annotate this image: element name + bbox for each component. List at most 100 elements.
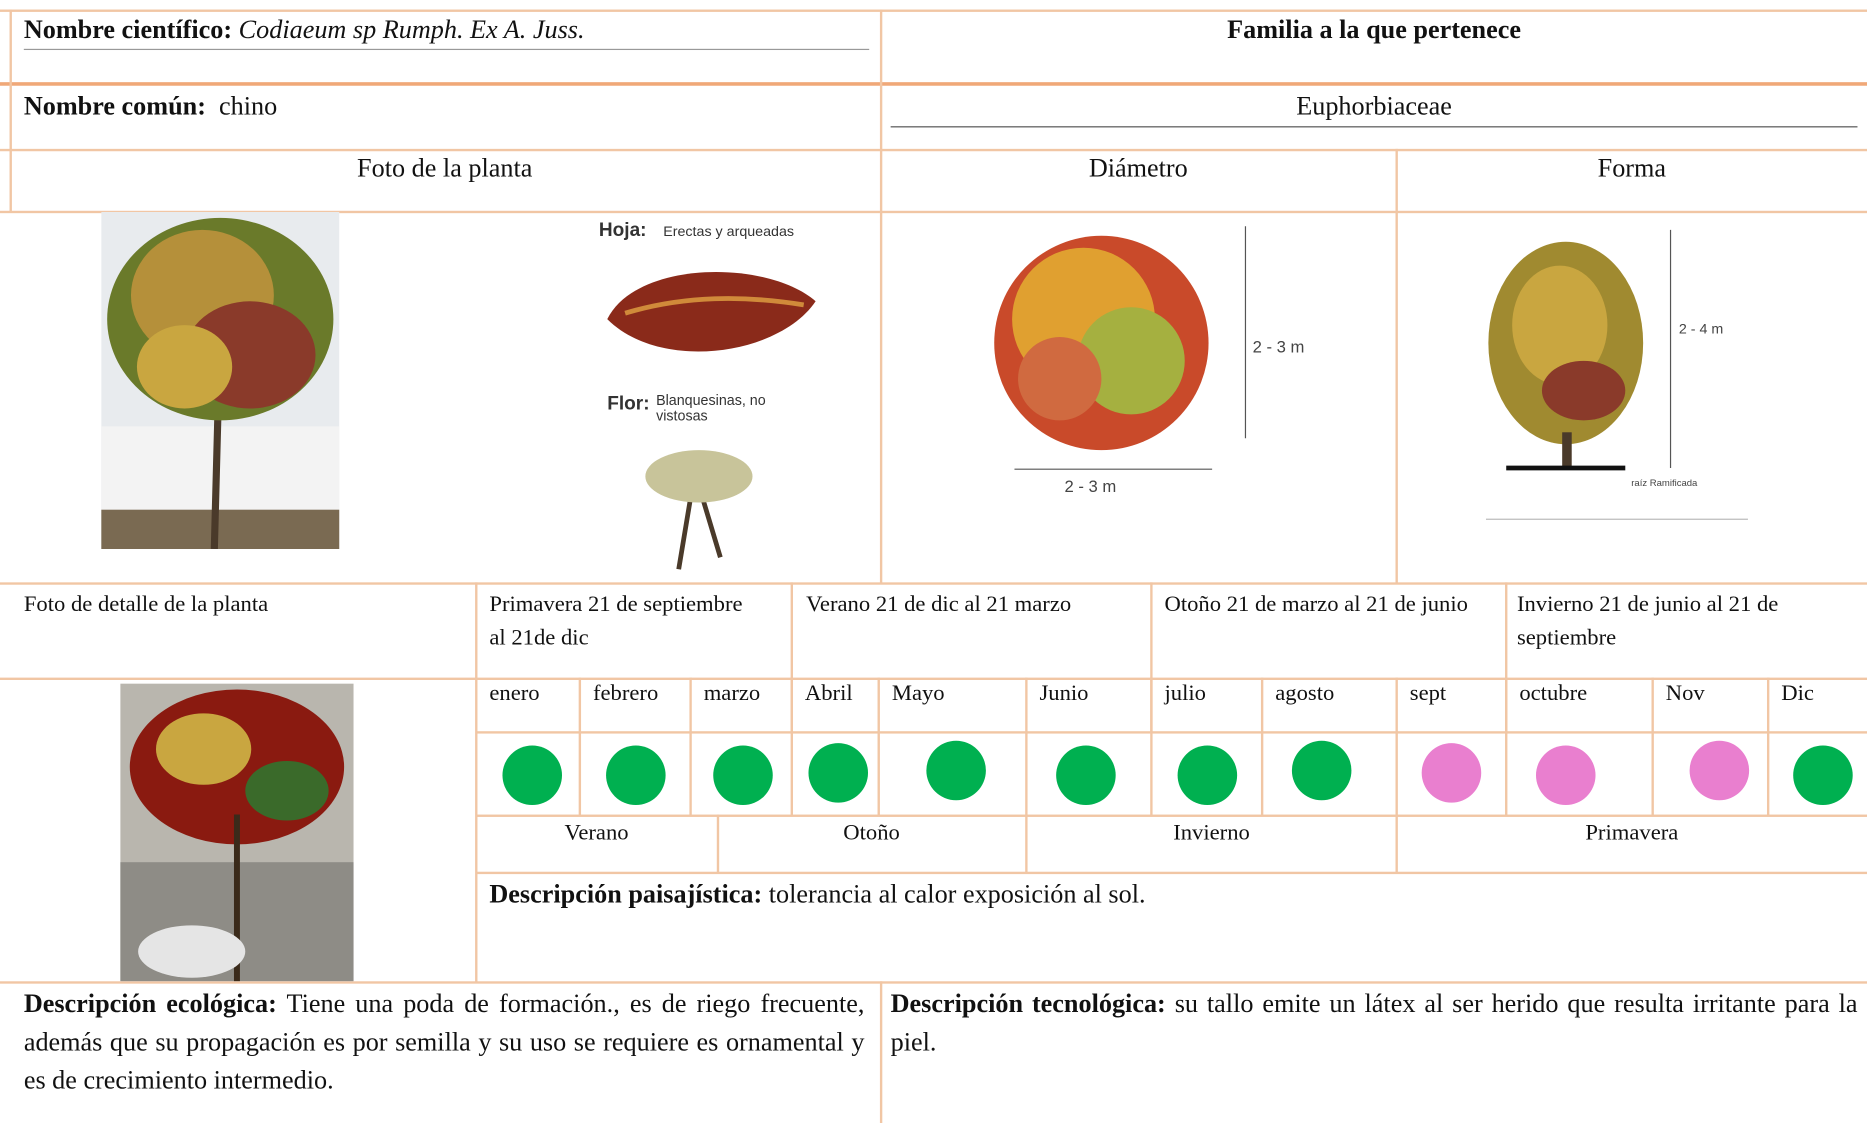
status-dot [1535, 745, 1596, 806]
value: Codiaeum sp Rumph. Ex A. Juss. [238, 14, 585, 45]
cell-header: Foto de detalle de la planta [23, 591, 269, 617]
month: Mayo [891, 681, 945, 707]
common-name: Nombre común: chino [24, 88, 277, 124]
label: Nombre común: [23, 90, 206, 121]
figure-text: Erectas y arqueadas [663, 224, 794, 240]
label: Nombre científico: [23, 14, 233, 45]
rule [476, 731, 1867, 733]
rule [790, 677, 793, 816]
value: tolerancia al calor exposición al sol. [768, 878, 1146, 909]
rule [0, 210, 1867, 213]
landscape-description: Descripción paisajística: tolerancia al … [489, 876, 1145, 912]
plant-photo [101, 211, 340, 549]
rule [0, 981, 1867, 984]
status-dot [502, 745, 563, 806]
rule [1505, 677, 1507, 816]
rule [9, 9, 12, 212]
rule [0, 148, 1867, 151]
rule [0, 82, 1867, 86]
underline [23, 48, 870, 51]
month: agosto [1275, 681, 1335, 707]
rule [0, 9, 1867, 12]
month: marzo [703, 681, 761, 707]
rule [1505, 582, 1507, 733]
dimension: 2 - 4 m [1679, 321, 1723, 337]
season: Verano [564, 820, 629, 846]
rule [1260, 677, 1263, 816]
rule [1025, 814, 1027, 873]
season-range: Invierno 21 de junio al 21 de septiembre [1516, 591, 1779, 651]
rule [1025, 677, 1027, 816]
label: Descripción paisajística: [489, 878, 763, 909]
diameter-figure: 2 - 3 m 2 - 3 m [994, 226, 1305, 496]
season: Primavera [1585, 820, 1679, 846]
label: Descripción tecnológica: [890, 988, 1166, 1019]
detail-photo [120, 683, 354, 982]
figure-text: Blanquesinas, no vistosas [656, 392, 766, 424]
figure-label: Flor: [607, 394, 649, 415]
scientific-name: Nombre científico: Codiaeum sp Rumph. Ex… [24, 12, 585, 48]
rule [0, 582, 1867, 585]
season-range: Primavera 21 de septiembre al 21de dic [489, 591, 743, 651]
month: sept [1409, 681, 1447, 707]
rule [476, 871, 1867, 874]
rule [689, 677, 692, 816]
rule [879, 9, 882, 584]
dimension: raíz Ramificada [1631, 478, 1698, 489]
shape-figure: 2 - 4 m raíz Ramificada [1485, 229, 1748, 520]
rule [1651, 677, 1654, 816]
rule [578, 677, 581, 816]
dimension: 2 - 3 m [1253, 337, 1305, 356]
rule [475, 582, 477, 983]
status-dot [606, 745, 666, 806]
status-dot [1689, 740, 1750, 801]
underline [890, 126, 1858, 128]
month: octubre [1519, 681, 1588, 707]
cell-header: Diámetro [1088, 152, 1188, 183]
status-dot [1793, 745, 1853, 806]
figure-label: Hoja: [599, 220, 647, 241]
dimension: 2 - 3 m [1064, 477, 1116, 496]
season: Invierno [1173, 820, 1250, 846]
month: Junio [1039, 681, 1089, 707]
cell-header: Forma [1597, 152, 1667, 183]
ecological-description: Descripción ecológica: Tiene una poda de… [24, 985, 865, 1099]
family-label: Familia a la que pertenece [1227, 14, 1522, 45]
rule [1395, 148, 1398, 584]
label: Descripción ecológica: [23, 988, 277, 1019]
family: Euphorbiaceae [1296, 90, 1452, 121]
rule [0, 677, 1867, 680]
rule [1395, 814, 1398, 873]
cell-header: Foto de la planta [357, 152, 533, 183]
rule [877, 677, 880, 816]
season-range: Verano 21 de dic al 21 marzo [806, 591, 1072, 617]
rule [476, 814, 1867, 817]
status-dot [1056, 745, 1116, 806]
month: julio [1164, 681, 1206, 707]
rule [1150, 677, 1152, 816]
rule [879, 981, 882, 1123]
rule [1395, 677, 1398, 816]
status-dot [808, 743, 869, 803]
status-dot [1177, 745, 1238, 806]
rule [790, 582, 793, 733]
value: su tallo emite un látex al ser herido qu… [890, 988, 1858, 1057]
month: Nov [1665, 681, 1705, 707]
value: chino [219, 90, 278, 121]
status-dot [1421, 743, 1482, 803]
month: Abril [804, 681, 853, 707]
season-range: Otoño 21 de marzo al 21 de junio [1164, 591, 1468, 617]
rule [1150, 582, 1152, 733]
rule [1766, 677, 1769, 816]
leaf-flower-figure: Hoja: Erectas y arqueadas Flor: Blanques… [599, 220, 816, 570]
status-dot [713, 745, 773, 806]
month: febrero [592, 681, 659, 707]
month: enero [489, 681, 540, 707]
status-dot [926, 740, 986, 801]
season: Otoño [843, 820, 900, 846]
status-dot [1291, 740, 1352, 801]
month: Dic [1781, 681, 1814, 707]
technological-description: Descripción tecnológica: su tallo emite … [891, 985, 1858, 1061]
value: Tiene una poda de formación., es de rieg… [23, 988, 865, 1095]
